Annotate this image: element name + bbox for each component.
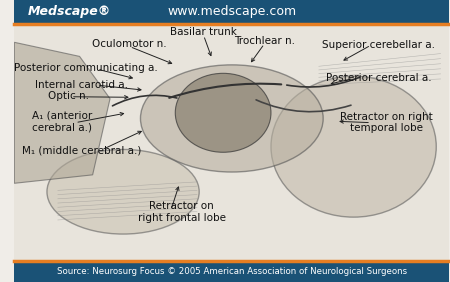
Text: Retractor on right
temporal lobe: Retractor on right temporal lobe — [340, 112, 432, 133]
Text: Medscape®: Medscape® — [27, 5, 111, 19]
FancyBboxPatch shape — [14, 0, 449, 24]
Text: Posterior communicating a.: Posterior communicating a. — [14, 63, 158, 73]
Text: Optic n.: Optic n. — [48, 91, 89, 101]
Text: Trochlear n.: Trochlear n. — [234, 36, 295, 46]
Text: Internal carotid a.: Internal carotid a. — [35, 80, 128, 90]
Text: Superior cerebellar a.: Superior cerebellar a. — [322, 40, 435, 50]
Text: www.medscape.com: www.medscape.com — [167, 5, 297, 19]
Text: M₁ (middle cerebral a.): M₁ (middle cerebral a.) — [22, 145, 141, 155]
Text: Retractor on
right frontal lobe: Retractor on right frontal lobe — [138, 201, 226, 223]
Ellipse shape — [175, 73, 271, 152]
Ellipse shape — [271, 76, 436, 217]
Ellipse shape — [140, 65, 323, 172]
Text: A₁ (anterior
cerebral a.): A₁ (anterior cerebral a.) — [32, 111, 92, 132]
Text: Oculomotor n.: Oculomotor n. — [92, 39, 167, 49]
Text: Basilar trunk: Basilar trunk — [170, 27, 237, 38]
Polygon shape — [14, 42, 110, 183]
Text: Posterior cerebral a.: Posterior cerebral a. — [326, 73, 432, 83]
FancyBboxPatch shape — [14, 261, 449, 282]
Ellipse shape — [47, 149, 199, 234]
FancyBboxPatch shape — [14, 24, 449, 261]
Text: Source: Neurosurg Focus © 2005 American Association of Neurological Surgeons: Source: Neurosurg Focus © 2005 American … — [57, 267, 407, 276]
